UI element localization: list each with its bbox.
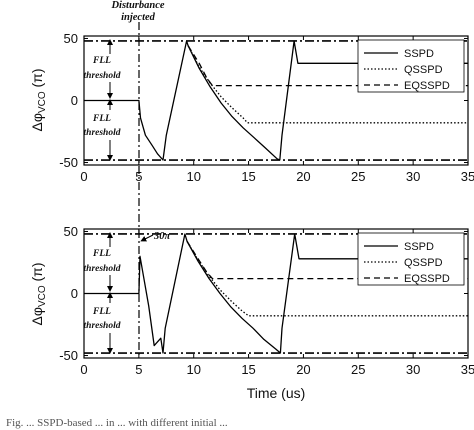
- top-series-layer: [84, 40, 468, 161]
- bottom-xtick-label: 25: [351, 362, 365, 377]
- top-xtick-label: 30: [406, 169, 420, 184]
- bottom-legend-label-eqsspd: EQSSPD: [404, 273, 450, 285]
- top-xtick-label: 15: [241, 169, 255, 184]
- bottom-legend: SSPD QSSPD EQSSPD: [357, 232, 465, 286]
- top-legend-label-sspd: SSPD: [404, 48, 434, 60]
- bottom-fll-threshold-upper-1: FLL: [92, 249, 111, 259]
- top-series-sspd: [84, 40, 468, 161]
- top-ytick-label: 50: [64, 31, 78, 46]
- bottom-30pi-annotation: 30π: [153, 231, 171, 242]
- top-xtick-label: 25: [351, 169, 365, 184]
- bottom-series-sspd: [84, 233, 468, 354]
- top-fll-threshold-upper-2: threshold: [84, 71, 121, 81]
- disturbance-annotation-line2: injected: [121, 12, 156, 23]
- top-ytick-label: 0: [71, 93, 78, 108]
- bottom-xtick-label: 5: [135, 362, 142, 377]
- top-fll-threshold-lower-2: threshold: [84, 128, 121, 138]
- bottom-xtick-label: 0: [80, 362, 87, 377]
- figure-caption-fragment: Fig. ... SSPD-based ... in ... with diff…: [6, 417, 228, 429]
- bottom-legend-label-sspd: SSPD: [404, 241, 434, 253]
- bottom-30pi-arrow: [140, 234, 154, 242]
- top-fll-threshold-lower-1: FLL: [92, 114, 111, 124]
- bottom-ytick-label: 50: [64, 224, 78, 239]
- top-legend-label-qsspd: QSSPD: [404, 64, 443, 76]
- top-legend: SSPD QSSPD EQSSPD: [357, 39, 465, 93]
- top-fll-threshold-upper-1: FLL: [92, 56, 111, 66]
- bottom-legend-box: [357, 232, 465, 286]
- top-legend-box: [357, 39, 465, 93]
- bottom-x-axis-label: Time (us): [247, 385, 306, 401]
- top-xtick-label: 35: [461, 169, 474, 184]
- bottom-legend-label-qsspd: QSSPD: [404, 257, 443, 269]
- bottom-ytick-label: 0: [71, 286, 78, 301]
- bottom-xtick-label: 30: [406, 362, 420, 377]
- bottom-xtick-label: 35: [461, 362, 474, 377]
- top-y-axis-label: ΔφVCO (π): [29, 69, 48, 132]
- top-ytick-label: -50: [59, 155, 78, 170]
- bottom-xtick-label: 10: [186, 362, 200, 377]
- top-xtick-label: 20: [296, 169, 310, 184]
- bottom-xtick-label: 15: [241, 362, 255, 377]
- bottom-fll-threshold-upper-2: threshold: [84, 264, 121, 274]
- top-series-eqsspd: [187, 45, 468, 87]
- bottom-xtick-label: 20: [296, 362, 310, 377]
- top-xtick-label: 10: [186, 169, 200, 184]
- top-legend-label-eqsspd: EQSSPD: [404, 80, 450, 92]
- top-xtick-label: 0: [80, 169, 87, 184]
- bottom-fll-threshold-lower-2: threshold: [84, 321, 121, 331]
- top-xtick-label: 5: [135, 169, 142, 184]
- bottom-series-eqsspd: [186, 241, 468, 280]
- bottom-fll-threshold-lower-1: FLL: [92, 307, 111, 317]
- bottom-y-axis-label: ΔφVCO (π): [29, 263, 48, 326]
- disturbance-annotation-line1: Disturbance: [110, 0, 164, 11]
- bottom-series-layer: [84, 233, 468, 354]
- bottom-ytick-label: -50: [59, 348, 78, 363]
